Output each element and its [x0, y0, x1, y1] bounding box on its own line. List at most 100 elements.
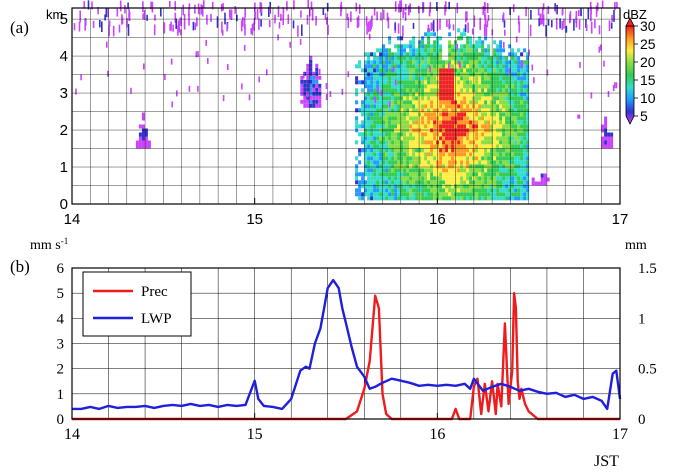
- echo-cell: [427, 128, 431, 133]
- echo-cell: [466, 80, 470, 85]
- echo-cell: [415, 128, 419, 133]
- echo-cell: [526, 88, 530, 93]
- echo-cell: [418, 44, 422, 49]
- echo-cell: [514, 152, 518, 157]
- echo-cell: [430, 108, 434, 113]
- echo-cell: [409, 184, 413, 189]
- echo-speck: [555, 5, 557, 13]
- echo-cell: [367, 196, 371, 201]
- echo-cell: [487, 60, 491, 65]
- echo-cell: [358, 152, 362, 157]
- echo-cell: [478, 56, 482, 61]
- echo-cell: [505, 132, 509, 137]
- echo-cell: [138, 136, 142, 141]
- echo-cell: [505, 148, 509, 153]
- echo-speck: [243, 17, 246, 29]
- echo-speck: [153, 24, 156, 36]
- echo-cell: [508, 168, 512, 173]
- echo-cell: [361, 100, 365, 105]
- echo-cell: [382, 160, 386, 165]
- echo-cell: [463, 60, 467, 65]
- echo-cell: [436, 60, 440, 65]
- echo-cell: [370, 84, 374, 89]
- echo-cell: [409, 112, 413, 117]
- echo-cell: [391, 108, 395, 113]
- echo-cell: [385, 164, 389, 169]
- echo-cell: [391, 172, 395, 177]
- echo-cell: [412, 144, 416, 149]
- echo-cell: [505, 108, 509, 113]
- echo-cell: [376, 80, 380, 85]
- echo-cell: [315, 79, 319, 84]
- echo-cell: [481, 152, 485, 157]
- echo-cell: [361, 104, 365, 109]
- echo-cell: [415, 160, 419, 165]
- echo-cell: [361, 80, 365, 85]
- echo-cell: [394, 196, 398, 201]
- echo-cell: [466, 184, 470, 189]
- echo-cell: [448, 96, 452, 101]
- echo-cell: [445, 144, 449, 149]
- echo-cell: [517, 84, 521, 89]
- echo-cell: [466, 72, 470, 77]
- echo-cell: [433, 68, 437, 73]
- x-tick-label: 16: [429, 211, 446, 228]
- echo-cell: [394, 76, 398, 81]
- echo-cell: [466, 40, 470, 45]
- echo-cell: [475, 108, 479, 113]
- echo-cell: [496, 180, 500, 185]
- echo-cell: [388, 192, 392, 197]
- echo-cell: [400, 152, 404, 157]
- echo-cell: [517, 164, 521, 169]
- echo-cell: [499, 156, 503, 161]
- echo-cell: [394, 132, 398, 137]
- echo-cell: [421, 96, 425, 101]
- echo-cell: [370, 112, 374, 117]
- echo-cell: [138, 124, 142, 129]
- echo-cell: [472, 128, 476, 133]
- panel-a-label: (a): [10, 18, 29, 37]
- echo-cell: [379, 72, 383, 77]
- echo-speck: [303, 72, 305, 79]
- echo-cell: [502, 112, 506, 117]
- echo-cell: [484, 140, 488, 145]
- echo-cell: [487, 64, 491, 69]
- echo-cell: [376, 164, 380, 169]
- echo-cell: [370, 68, 374, 73]
- echo-cell: [451, 72, 455, 77]
- echo-cell: [394, 192, 398, 197]
- echo-speck: [222, 95, 225, 102]
- echo-cell: [412, 76, 416, 81]
- echo-cell: [415, 184, 419, 189]
- echo-cell: [430, 188, 434, 193]
- echo-cell: [466, 84, 470, 89]
- echo-cell: [523, 128, 527, 133]
- echo-cell: [502, 108, 506, 113]
- echo-cell: [496, 104, 500, 109]
- echo-cell: [424, 72, 428, 77]
- echo-cell: [403, 144, 407, 149]
- echo-speck: [188, 7, 190, 17]
- echo-cell: [469, 148, 473, 153]
- echo-speck: [146, 14, 148, 21]
- echo-cell: [406, 196, 410, 201]
- echo-cell: [442, 180, 446, 185]
- echo-cell: [406, 124, 410, 129]
- echo-cell: [436, 72, 440, 77]
- echo-cell: [469, 100, 473, 105]
- echo-cell: [445, 176, 449, 181]
- echo-cell: [397, 168, 401, 173]
- echo-cell: [397, 160, 401, 165]
- echo-cell: [490, 148, 494, 153]
- echo-cell: [526, 84, 530, 89]
- echo-cell: [526, 152, 530, 157]
- echo-cell: [421, 184, 425, 189]
- echo-cell: [391, 168, 395, 173]
- echo-cell: [526, 180, 530, 185]
- echo-cell: [457, 72, 461, 77]
- echo-cell: [409, 64, 413, 69]
- echo-cell: [484, 128, 488, 133]
- echo-cell: [543, 177, 547, 182]
- echo-cell: [433, 164, 437, 169]
